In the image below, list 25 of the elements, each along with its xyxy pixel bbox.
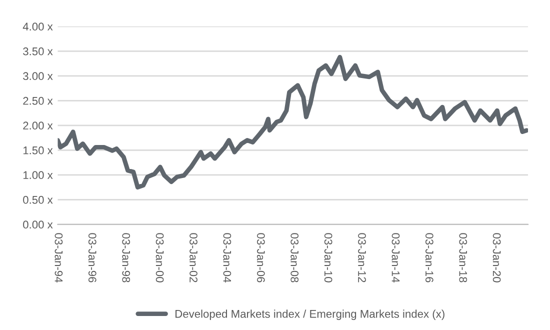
x-tick-label: 03-Jan-08	[290, 233, 299, 282]
y-tick-label: 1.00 x	[23, 171, 53, 180]
y-tick-label: 3.00 x	[23, 72, 53, 80]
legend-label: Developed Markets index / Emerging Markets index (x)	[176, 310, 444, 320]
y-tick-label: 3.50 x	[23, 47, 53, 56]
x-tick-label: 03-Jan-16	[425, 233, 434, 282]
y-tick-label: 0.00 x	[23, 220, 53, 229]
y-tick-label: 0.50 x	[23, 196, 53, 204]
x-tick-label: 03-Jan-06	[256, 233, 265, 282]
x-tick-label: 03-Jan-96	[88, 233, 96, 282]
x-tick-label: 03-Jan-20	[492, 233, 501, 282]
x-tick-label: 03-Jan-94	[54, 233, 63, 282]
y-tick-label: 4.00 x	[22, 22, 53, 31]
x-tick-label: 03-Jan-18	[459, 233, 468, 282]
x-tick-label: 03-Jan-02	[190, 233, 198, 282]
x-tick-label: 03-Jan-14	[392, 233, 400, 282]
x-tick-label: 03-Jan-00	[156, 233, 164, 282]
y-tick-label: 2.00 x	[23, 122, 53, 130]
y-tick-label: 1.50 x	[23, 146, 53, 154]
y-tick-label: 2.50 x	[23, 96, 53, 105]
line-series	[58, 54, 528, 190]
x-tick-label: 03-Jan-12	[358, 233, 366, 282]
x-tick-label: 03-Jan-98	[122, 233, 130, 282]
x-tick-label: 03-Jan-04	[223, 233, 232, 282]
x-tick-label: 03-Jan-10	[324, 233, 332, 282]
